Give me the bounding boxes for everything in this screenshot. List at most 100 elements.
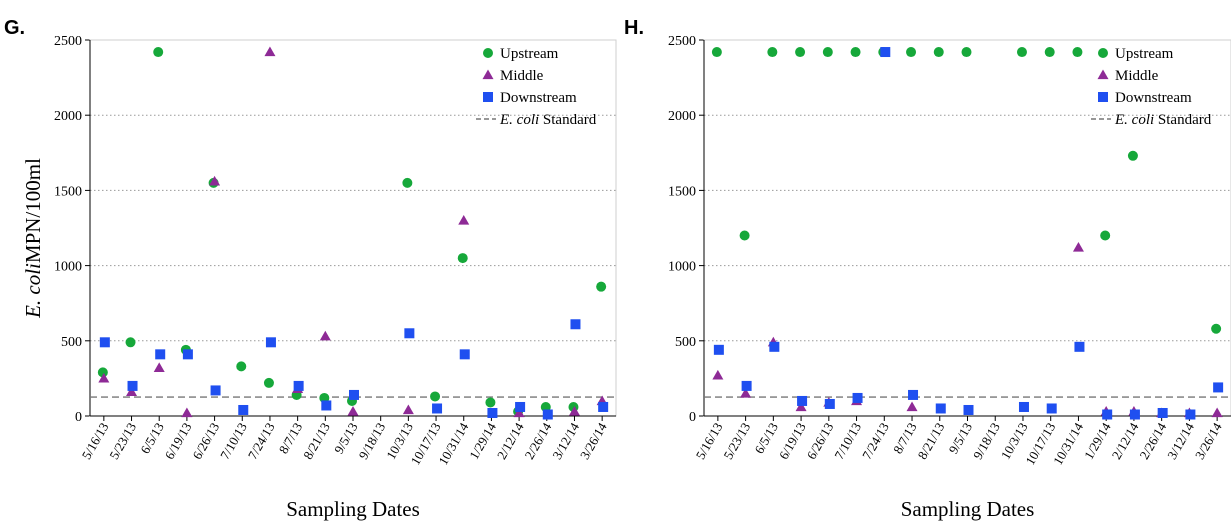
y-tick-label: 0 <box>75 410 82 425</box>
middle-point <box>181 407 193 418</box>
upstream-point <box>739 230 750 241</box>
downstream-point <box>293 380 304 391</box>
upstream-point <box>596 281 607 292</box>
middle-point <box>568 405 580 416</box>
downstream-point <box>741 380 752 391</box>
series-downstream <box>713 47 1224 420</box>
upstream-point <box>263 377 274 388</box>
middle-point <box>402 404 414 415</box>
downstream-point <box>182 349 193 360</box>
upstream-point <box>319 392 330 403</box>
downstream-point <box>155 349 166 360</box>
upstream-point <box>430 391 441 402</box>
downstream-point <box>404 328 415 339</box>
x-tick-label: 9/5/13 <box>945 420 975 456</box>
legend-standard-rest: Standard <box>539 112 597 128</box>
legend-standard-label: E. coli Standard <box>1114 112 1212 128</box>
legend-middle-marker <box>482 69 494 80</box>
legend-downstream-marker <box>1098 92 1108 102</box>
downstream-point <box>797 395 808 406</box>
middle-point <box>264 46 276 57</box>
upstream-point <box>153 47 164 58</box>
y-tick-label: 2500 <box>668 34 696 49</box>
upstream-point <box>933 47 944 58</box>
upstream-point <box>795 47 806 58</box>
x-tick-label: 5/23/13 <box>720 420 753 462</box>
upstream-point <box>540 401 551 412</box>
x-tick-label: 8/7/13 <box>276 420 306 456</box>
legend-standard-rest: Standard <box>1154 112 1212 128</box>
legend: Upstream Middle Downstream E. coli Standard <box>476 46 597 128</box>
x-tick-label: 7/24/13 <box>245 420 278 462</box>
upstream-point <box>1100 230 1111 241</box>
x-tick-label: 3/26/14 <box>1192 420 1225 462</box>
upstream-point <box>711 47 722 58</box>
downstream-point <box>880 47 891 58</box>
upstream-point <box>1127 150 1138 161</box>
upstream-point <box>236 361 247 372</box>
upstream-point <box>906 47 917 58</box>
downstream-point <box>1074 341 1085 352</box>
downstream-point <box>99 337 110 348</box>
panel-g: G.050010001500200025005/16/135/23/136/5/… <box>4 17 617 521</box>
upstream-point <box>850 47 861 58</box>
upstream-point <box>961 47 972 58</box>
middle-point <box>347 405 359 416</box>
middle-point <box>209 175 221 186</box>
legend-middle-marker <box>1097 69 1109 80</box>
panel-h: H.050010001500200025005/16/135/23/136/5/… <box>624 17 1231 521</box>
downstream-point <box>935 403 946 414</box>
legend-upstream-marker <box>1098 48 1108 58</box>
x-tick-label: 5/23/13 <box>106 420 139 462</box>
upstream-point <box>822 47 833 58</box>
downstream-point <box>1129 409 1140 420</box>
downstream-point <box>598 401 609 412</box>
upstream-point <box>1072 47 1083 58</box>
y-tick-label: 1000 <box>54 260 82 275</box>
middle-point <box>126 386 138 397</box>
legend-upstream-marker <box>483 48 493 58</box>
legend-upstream-label: Upstream <box>1115 46 1174 62</box>
legend-standard-italic: E. coli <box>1114 112 1154 128</box>
x-tick-label: 7/24/13 <box>859 420 892 462</box>
downstream-point <box>542 409 553 420</box>
downstream-point <box>487 407 498 418</box>
x-tick-label: 8/21/13 <box>300 420 333 462</box>
upstream-point <box>402 177 413 188</box>
downstream-point <box>570 319 581 330</box>
middle-point <box>98 372 110 383</box>
downstream-point <box>459 349 470 360</box>
downstream-point <box>432 403 443 414</box>
x-axis-title: Sampling Dates <box>901 497 1035 521</box>
downstream-point <box>852 392 863 403</box>
legend-upstream-label: Upstream <box>500 46 559 62</box>
y-axis-title-rest: MPN/100ml <box>21 158 45 263</box>
downstream-point <box>238 404 249 415</box>
downstream-point <box>321 400 332 411</box>
legend-middle-label: Middle <box>500 68 544 84</box>
downstream-point <box>515 401 526 412</box>
y-tick-label: 1500 <box>668 184 696 199</box>
y-tick-label: 2000 <box>668 109 696 124</box>
y-tick-label: 1500 <box>54 184 82 199</box>
x-tick-label: 6/5/13 <box>137 420 167 456</box>
x-tick-label: 8/21/13 <box>915 420 948 462</box>
middle-point <box>795 401 807 412</box>
downstream-point <box>1102 409 1113 420</box>
middle-point <box>740 387 752 398</box>
panel-label: G. <box>4 17 25 39</box>
downstream-point <box>824 398 835 409</box>
upstream-point <box>485 397 496 408</box>
downstream-point <box>963 404 974 415</box>
y-tick-label: 2500 <box>54 34 82 49</box>
series-downstream <box>99 319 609 420</box>
legend-downstream-marker <box>483 92 493 102</box>
upstream-point <box>97 367 108 378</box>
legend-standard-italic: E. coli <box>499 112 539 128</box>
downstream-point <box>769 341 780 352</box>
legend: Upstream Middle Downstream E. coli Standard <box>1091 46 1212 128</box>
downstream-point <box>349 389 359 400</box>
middle-point <box>513 407 525 418</box>
downstream-point <box>1157 407 1168 418</box>
